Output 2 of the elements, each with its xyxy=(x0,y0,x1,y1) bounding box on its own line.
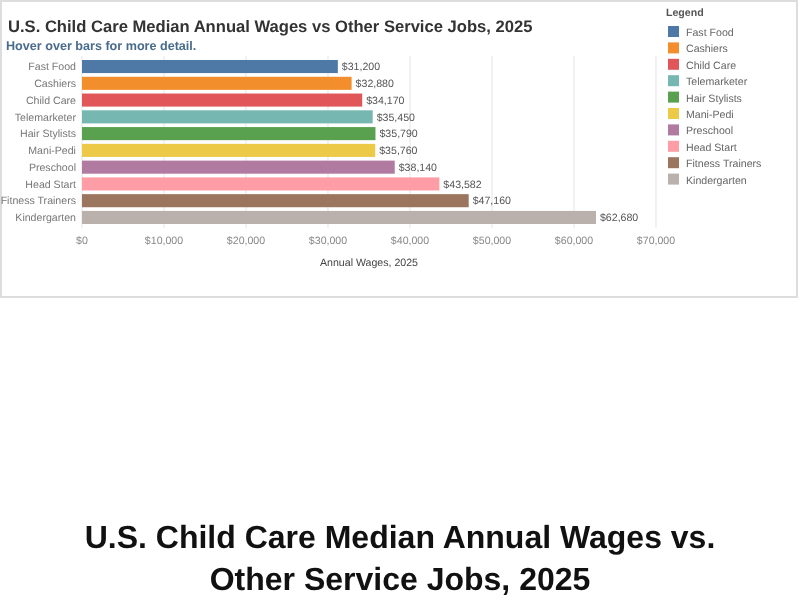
chart-title: U.S. Child Care Median Annual Wages vs Other Service Jobs, 2025 xyxy=(8,16,534,36)
text: U.S. Child Care Median Annual Wages vs. Other Service Jobs, 2025 xyxy=(84,522,716,598)
